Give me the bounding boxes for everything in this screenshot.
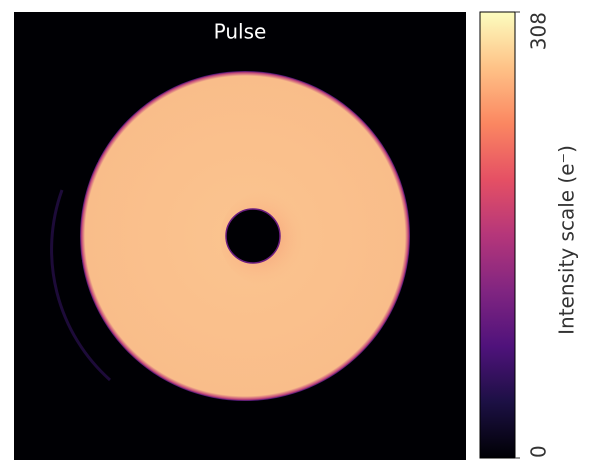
hole xyxy=(226,209,280,263)
colorbar-ticks: 0 308 xyxy=(515,12,551,458)
image-panel: Pulse xyxy=(14,12,466,460)
colorbar-label: Intensity scale (e⁻) xyxy=(555,145,579,335)
figure: Pulse 0 308 Intensity scale (e⁻) xyxy=(0,0,591,461)
title: Pulse xyxy=(214,20,267,44)
tick-label: 308 xyxy=(527,12,551,50)
colorbar xyxy=(480,12,515,458)
tick-label: 0 xyxy=(527,445,551,458)
